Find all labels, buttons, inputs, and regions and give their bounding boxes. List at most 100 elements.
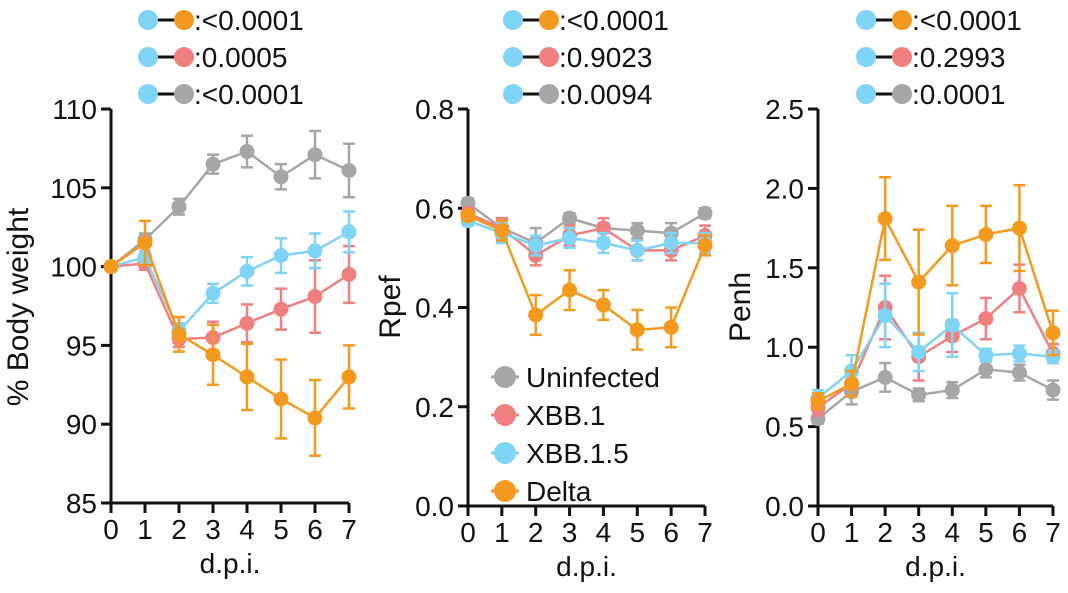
- pvalue-row: :<0.0001: [138, 79, 304, 110]
- data-point: [911, 387, 927, 403]
- panel-bw: 85 90 95 100 105 110 0 1 2 3 4 5 6 7 d.p.i. % Body weig…: [2, 5, 357, 579]
- data-point: [528, 307, 544, 323]
- x-tick-label: 7: [697, 517, 713, 548]
- data-point: [239, 144, 255, 160]
- data-point: [911, 344, 927, 360]
- y-tick-label: 2.5: [765, 94, 804, 125]
- data-point: [1011, 220, 1027, 236]
- data-point: [1011, 346, 1027, 362]
- data-point: [307, 147, 323, 163]
- x-tick-label: 4: [596, 517, 612, 548]
- comparison-marker: [539, 84, 559, 104]
- data-point: [171, 326, 187, 342]
- series-delta: [103, 219, 357, 457]
- pvalue-row: :<0.0001: [503, 5, 669, 36]
- legend-label: Delta: [526, 476, 592, 507]
- comparison-marker-xbb15: [503, 47, 523, 67]
- data-point: [341, 162, 357, 178]
- data-point: [978, 311, 994, 327]
- data-point: [239, 263, 255, 279]
- x-axis-title: d.p.i.: [200, 548, 261, 579]
- comparison-marker-xbb15: [138, 10, 158, 30]
- data-point: [595, 297, 611, 313]
- data-point: [595, 235, 611, 251]
- data-point: [844, 376, 860, 392]
- x-tick-label: 7: [1045, 517, 1061, 548]
- pvalue-label: :<0.0001: [912, 5, 1022, 36]
- pvalue-label: :0.0005: [194, 42, 287, 73]
- y-tick-label: 0.0: [765, 491, 804, 522]
- y-tick-label: 110: [52, 94, 97, 125]
- series-uninfected: [810, 360, 1061, 427]
- data-point: [911, 274, 927, 290]
- x-tick-label: 1: [844, 517, 860, 548]
- data-point: [239, 315, 255, 331]
- pvalue-label: :0.9023: [559, 42, 652, 73]
- comparison-marker-xbb15: [856, 84, 876, 104]
- pvalue-row: :0.0005: [138, 42, 287, 73]
- data-point: [205, 285, 221, 301]
- pvalue-row: :0.9023: [503, 42, 652, 73]
- data-point: [1011, 365, 1027, 381]
- y-tick-label: 1.5: [765, 253, 804, 284]
- data-point: [562, 230, 578, 246]
- panel-penh: 0.0 0.5 1.0 1.5 2.0 2.5 0 1 2 3 4 5 6 7 d.p.i. Penh:<0.…: [724, 5, 1061, 582]
- y-tick-label: 95: [66, 330, 97, 361]
- data-point: [629, 242, 645, 258]
- comparison-marker: [174, 84, 194, 104]
- y-tick-label: 2.0: [765, 173, 804, 204]
- pvalue-row: :0.0094: [503, 79, 652, 110]
- x-tick-label: 6: [307, 514, 323, 545]
- y-tick-label: 105: [50, 173, 97, 204]
- x-tick-label: 0: [103, 514, 119, 545]
- comparison-marker-xbb15: [503, 84, 523, 104]
- data-point: [273, 391, 289, 407]
- x-axis-title: d.p.i.: [905, 551, 966, 582]
- y-tick-label: 0.5: [765, 412, 804, 443]
- pvalue-label: :<0.0001: [194, 79, 304, 110]
- pvalue-row: :<0.0001: [856, 5, 1022, 36]
- legend-label: XBB.1.5: [526, 438, 629, 469]
- data-point: [1011, 280, 1027, 296]
- x-axis-title: d.p.i.: [556, 551, 617, 582]
- y-axis-title: Penh: [724, 272, 757, 342]
- data-point: [494, 223, 510, 239]
- data-point: [1045, 382, 1061, 398]
- data-point: [1045, 325, 1061, 341]
- data-point: [629, 223, 645, 239]
- data-point: [137, 235, 153, 251]
- data-point: [562, 282, 578, 298]
- y-axis-title: % Body weight: [2, 207, 35, 406]
- y-tick-label: 90: [66, 409, 97, 440]
- data-point: [307, 410, 323, 426]
- x-tick-label: 4: [239, 514, 255, 545]
- data-point: [307, 243, 323, 259]
- series-legend: Uninfected XBB.1 XBB.1.5 Delta: [491, 362, 660, 507]
- legend-label: XBB.1: [526, 400, 605, 431]
- x-tick-label: 5: [273, 514, 289, 545]
- data-point: [103, 259, 119, 275]
- pvalue-label: :0.0094: [559, 79, 652, 110]
- data-point: [273, 248, 289, 264]
- y-tick-label: 0.8: [415, 94, 454, 125]
- data-point: [944, 317, 960, 333]
- pvalue-label: :<0.0001: [559, 5, 669, 36]
- x-tick-label: 5: [629, 517, 645, 548]
- legend-swatch: [494, 480, 516, 502]
- data-point: [562, 210, 578, 226]
- data-point: [877, 369, 893, 385]
- comparison-marker-xbb15: [856, 10, 876, 30]
- x-tick-label: 2: [171, 514, 187, 545]
- comparison-marker-xbb15: [503, 10, 523, 30]
- x-tick-label: 1: [137, 514, 153, 545]
- data-point: [978, 361, 994, 377]
- x-tick-label: 1: [494, 517, 510, 548]
- comparison-marker: [892, 10, 912, 30]
- x-tick-label: 4: [944, 517, 960, 548]
- series-delta: [460, 208, 713, 351]
- series-xbb-1-5: [103, 210, 357, 341]
- data-point: [341, 266, 357, 282]
- data-point: [697, 237, 713, 253]
- x-tick-label: 6: [1012, 517, 1028, 548]
